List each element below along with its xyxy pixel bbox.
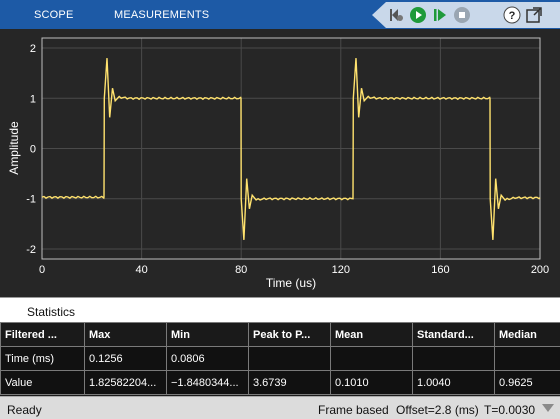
statistics-panel-header: Statistics	[0, 297, 560, 322]
table-cell: 0.1010	[330, 370, 413, 395]
x-tick-label: 0	[39, 264, 45, 276]
x-tick-label: 120	[332, 264, 350, 276]
status-ready: Ready	[7, 403, 42, 417]
table-cell	[330, 346, 413, 371]
status-offset: Offset=2.8 (ms)	[396, 403, 479, 417]
column-header[interactable]: Mean	[330, 322, 413, 347]
table-cell: 3.6739	[248, 370, 331, 395]
step-forward-icon[interactable]	[430, 5, 450, 25]
y-axis-label: Amplitude	[7, 121, 21, 175]
tab-measurements[interactable]: MEASUREMENTS	[114, 9, 210, 21]
table-row: Time (ms) 0.1256 0.0806	[0, 346, 560, 371]
table-cell	[412, 346, 495, 371]
x-tick-label: 80	[235, 264, 247, 276]
column-header[interactable]: Peak to P...	[248, 322, 331, 347]
column-header[interactable]: Min	[166, 322, 249, 347]
y-tick-label: 0	[30, 144, 36, 156]
x-axis-label: Time (us)	[266, 276, 316, 290]
table-cell	[494, 346, 560, 371]
tab-scope[interactable]: SCOPE	[34, 9, 74, 21]
column-header[interactable]: Median	[494, 322, 560, 347]
x-tick-label: 160	[431, 264, 449, 276]
y-tick-label: -2	[26, 244, 36, 256]
y-tick-label: 1	[30, 93, 36, 105]
table-cell: −1.8480344...	[166, 370, 249, 395]
column-header[interactable]: Max	[84, 322, 167, 347]
table-cell: 0.9625	[494, 370, 560, 395]
y-tick-label: -1	[26, 194, 36, 206]
simulation-controls: ?	[372, 2, 560, 28]
table-cell: 0.1256	[84, 346, 167, 371]
statistics-table: Filtered ... Max Min Peak to P... Mean S…	[0, 322, 560, 395]
table-cell: 1.0040	[412, 370, 495, 395]
signal-trace	[41, 58, 541, 240]
table-cell: Value	[0, 370, 85, 395]
toolstrip: SCOPE MEASUREMENTS	[0, 0, 560, 29]
status-bar: Ready Frame based Offset=2.8 (ms) T=0.00…	[0, 396, 560, 419]
expand-arrow-icon[interactable]	[541, 402, 555, 414]
table-cell	[248, 346, 331, 371]
time-scope-plot[interactable]: 0 40 80 120 160 200 2 1 0 -1 -2 Time (us) Amplitud…	[0, 29, 560, 297]
statistics-title: Statistics	[27, 305, 76, 319]
y-tick-label: 2	[30, 43, 36, 55]
undock-icon[interactable]	[524, 5, 544, 25]
table-cell: 0.0806	[166, 346, 249, 371]
table-cell: 1.82582204...	[84, 370, 167, 395]
run-icon[interactable]	[408, 5, 428, 25]
column-header[interactable]: Standard...	[412, 322, 495, 347]
x-tick-label: 40	[135, 264, 147, 276]
table-header-row: Filtered ... Max Min Peak to P... Mean S…	[0, 322, 560, 347]
status-frame-mode: Frame based	[318, 403, 389, 417]
x-tick-label: 200	[531, 264, 549, 276]
table-cell: Time (ms)	[0, 346, 85, 371]
axes-frame	[41, 37, 541, 260]
svg-text:?: ?	[509, 10, 516, 22]
plot-svg: 0 40 80 120 160 200 2 1 0 -1 -2 Time (us) Amplitud…	[7, 37, 549, 290]
column-header[interactable]: Filtered ...	[0, 322, 85, 347]
step-back-icon[interactable]	[386, 5, 406, 25]
help-icon[interactable]: ?	[502, 5, 522, 25]
status-sim-time: T=0.0030	[484, 403, 536, 417]
stop-icon[interactable]	[452, 5, 472, 25]
table-row: Value 1.82582204... −1.8480344... 3.6739…	[0, 370, 560, 395]
